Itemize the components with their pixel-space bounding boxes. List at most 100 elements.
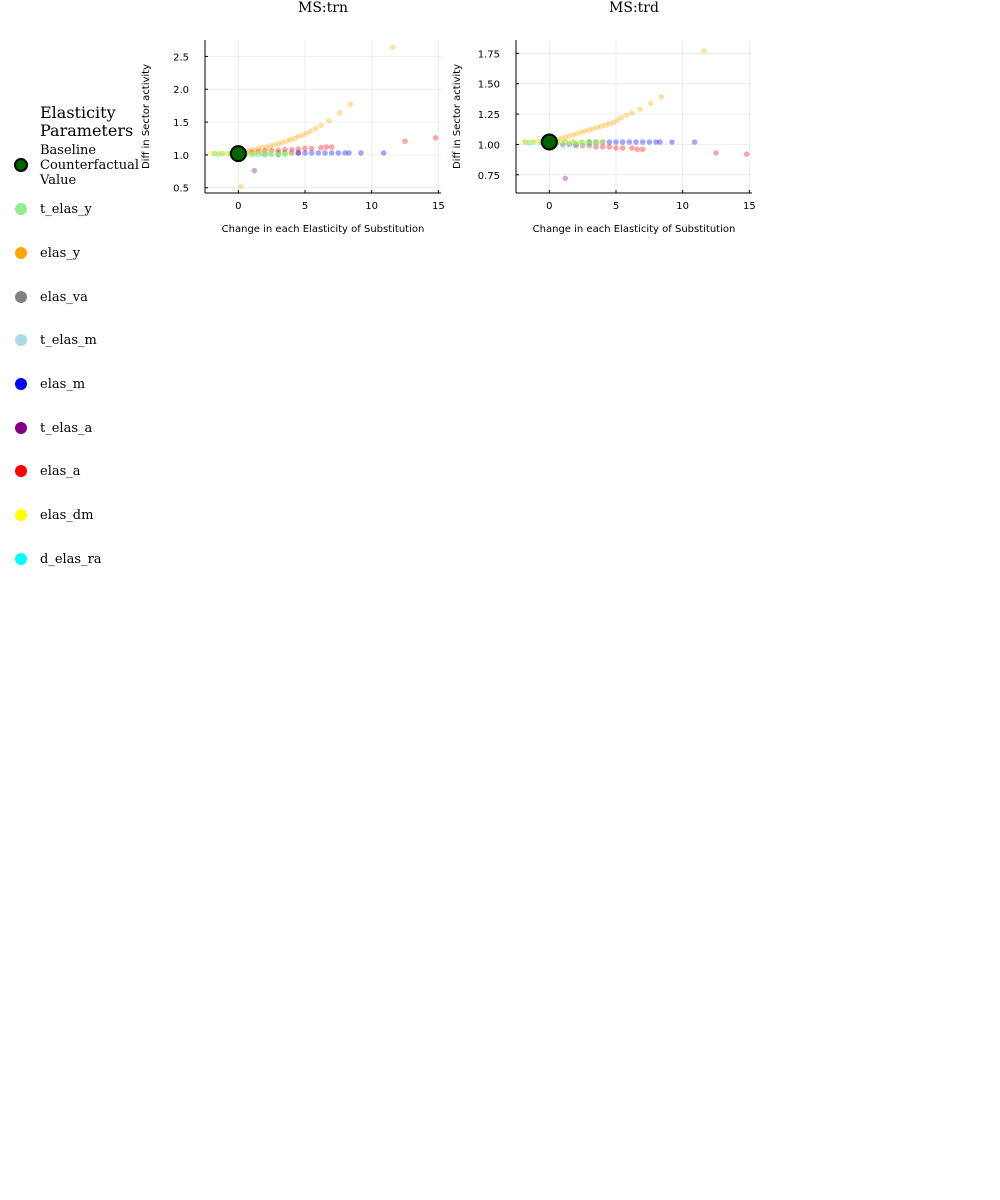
data-point <box>251 150 258 157</box>
data-point <box>318 144 324 151</box>
legend-entry: elas_dm <box>15 508 93 523</box>
data-point <box>275 150 282 156</box>
data-point <box>713 150 719 156</box>
data-point <box>562 175 569 182</box>
data-point <box>251 150 258 157</box>
x-tick-label: 0 <box>546 201 552 212</box>
x-tick-label: 15 <box>743 201 756 212</box>
data-point <box>598 123 605 130</box>
data-point <box>593 140 599 147</box>
data-point <box>526 140 533 147</box>
data-point <box>402 138 408 144</box>
data-point <box>578 139 585 145</box>
x-tick-label: 5 <box>613 201 619 212</box>
series-elas_dm <box>208 150 295 157</box>
legend-label: Counterfactual <box>40 158 139 173</box>
y-tick-label: 1.0 <box>173 151 189 162</box>
data-point <box>535 139 542 145</box>
data-point <box>238 183 244 190</box>
series-elas_m <box>586 139 698 145</box>
data-point <box>606 139 613 145</box>
data-point <box>255 145 262 152</box>
data-point <box>255 148 262 155</box>
legend-label: elas_dm <box>40 508 93 523</box>
data-point <box>579 141 586 148</box>
data-point <box>342 150 348 156</box>
data-point <box>275 150 282 157</box>
data-point <box>629 145 635 151</box>
data-point <box>562 134 569 140</box>
legend-title-line: Elasticity <box>40 103 116 122</box>
data-point <box>251 146 258 153</box>
data-point <box>701 48 707 54</box>
data-point <box>639 139 646 145</box>
data-point <box>653 139 659 145</box>
data-point <box>267 150 274 157</box>
data-point <box>303 130 310 137</box>
baseline-point <box>229 145 247 163</box>
data-point <box>432 135 439 141</box>
data-point <box>618 114 625 121</box>
data-point <box>307 128 314 135</box>
data-point <box>582 128 589 134</box>
data-point <box>599 139 606 145</box>
data-point <box>558 135 565 142</box>
data-point <box>586 139 593 145</box>
data-point <box>295 150 302 156</box>
data-point <box>691 139 698 145</box>
plot-title: MS:trd <box>609 0 659 16</box>
data-point <box>380 150 387 156</box>
data-point <box>282 150 288 156</box>
data-point <box>346 150 352 156</box>
data-point <box>263 144 270 150</box>
data-point <box>658 94 665 100</box>
data-point <box>559 140 566 147</box>
data-point <box>255 152 262 158</box>
legend-marker <box>15 247 27 259</box>
data-point <box>287 137 294 143</box>
data-point <box>579 140 586 147</box>
data-point <box>224 150 231 157</box>
data-point <box>275 152 282 158</box>
data-point <box>275 140 282 147</box>
data-point <box>578 139 585 145</box>
data-point <box>559 141 566 148</box>
series-t_elas_a <box>251 150 302 174</box>
subplot: MS:trn 0 5 10 15 0.5 1.0 1.5 2.0 2.5 Change in eac… <box>141 0 445 235</box>
plots: MS:trn 0 5 10 15 0.5 1.0 1.5 2.0 2.5 Change in eac… <box>141 0 756 235</box>
x-axis-label: Change in each Elasticity of Substitutio… <box>533 224 736 235</box>
data-point <box>256 150 263 157</box>
legend-label: Baseline <box>40 143 96 158</box>
data-point <box>251 150 258 157</box>
data-point <box>259 150 266 157</box>
data-point <box>626 139 633 145</box>
data-point <box>570 139 577 145</box>
data-point <box>619 145 626 151</box>
data-point <box>743 151 750 157</box>
data-point <box>593 144 599 150</box>
data-point <box>279 139 286 146</box>
series-elas_va <box>211 150 282 158</box>
data-point <box>275 150 282 157</box>
data-point <box>646 139 653 145</box>
data-point <box>586 139 593 145</box>
data-point <box>312 125 319 132</box>
y-tick-label: 1.00 <box>478 140 500 151</box>
x-tick-label: 0 <box>235 201 241 212</box>
data-point <box>586 142 593 149</box>
data-point <box>267 150 274 157</box>
data-point <box>248 152 255 158</box>
data-point <box>573 140 579 147</box>
legend-entry: t_elas_m <box>15 333 97 348</box>
data-point <box>522 139 529 145</box>
data-point <box>573 142 579 149</box>
data-point <box>219 150 226 157</box>
data-point <box>586 140 593 147</box>
data-point <box>262 150 268 157</box>
data-point <box>219 150 226 157</box>
data-point <box>336 110 343 116</box>
data-point <box>566 141 573 148</box>
data-point <box>308 150 315 156</box>
